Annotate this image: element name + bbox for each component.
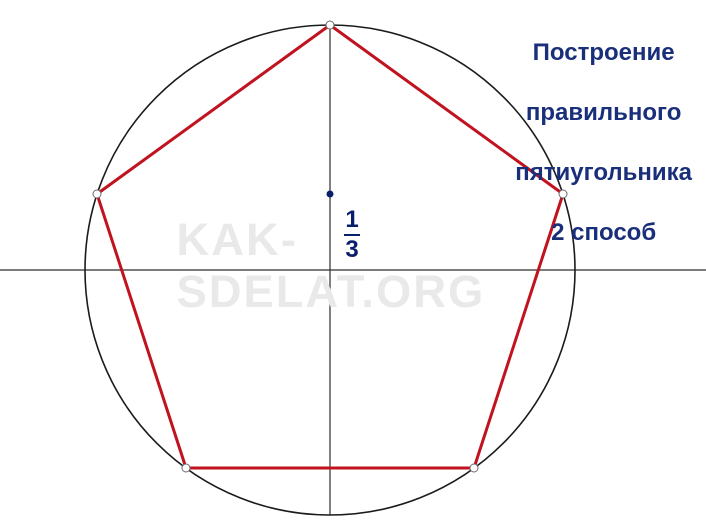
title-line-2: правильного (526, 99, 682, 126)
title-line-4: 2 способ (551, 219, 656, 246)
fraction-label: 1 3 (344, 208, 360, 262)
pentagon-vertex-2 (470, 464, 478, 472)
pentagon-vertex-3 (182, 464, 190, 472)
title-line-1: Построение (533, 39, 675, 66)
diagram-title: Построение правильного пятиугольника 2 с… (502, 8, 692, 248)
fraction-denominator: 3 (344, 238, 360, 262)
title-line-3: пятиугольника (515, 159, 692, 186)
fraction-numerator: 1 (344, 208, 360, 232)
pentagon-vertex-4 (93, 190, 101, 198)
pentagon-vertex-0 (326, 21, 334, 29)
one-third-marker (327, 191, 334, 198)
